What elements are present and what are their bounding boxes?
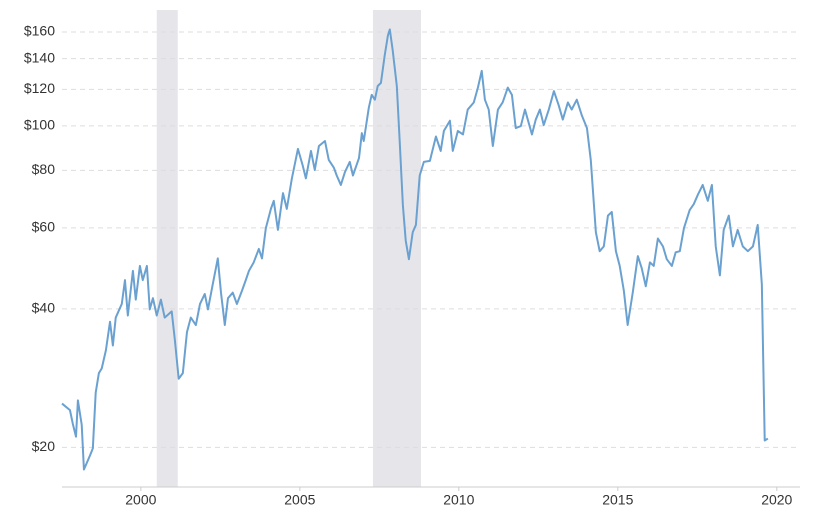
y-tick-label: $80	[32, 161, 56, 177]
y-tick-label: $40	[32, 300, 56, 316]
y-tick-label: $20	[32, 438, 56, 454]
recession-band	[156, 10, 178, 487]
x-tick-label: 2020	[761, 492, 792, 508]
y-tick-label: $160	[24, 23, 55, 39]
x-tick-label: 2010	[443, 492, 474, 508]
price-line	[61, 28, 769, 471]
y-tick-label: $60	[32, 219, 56, 235]
x-tick-label: 2015	[602, 492, 633, 508]
x-tick-label: 2005	[284, 492, 315, 508]
x-tick-label: 2000	[125, 492, 156, 508]
y-tick-label: $140	[24, 49, 55, 65]
y-tick-label: $100	[24, 117, 55, 133]
y-tick-label: $120	[24, 80, 55, 96]
